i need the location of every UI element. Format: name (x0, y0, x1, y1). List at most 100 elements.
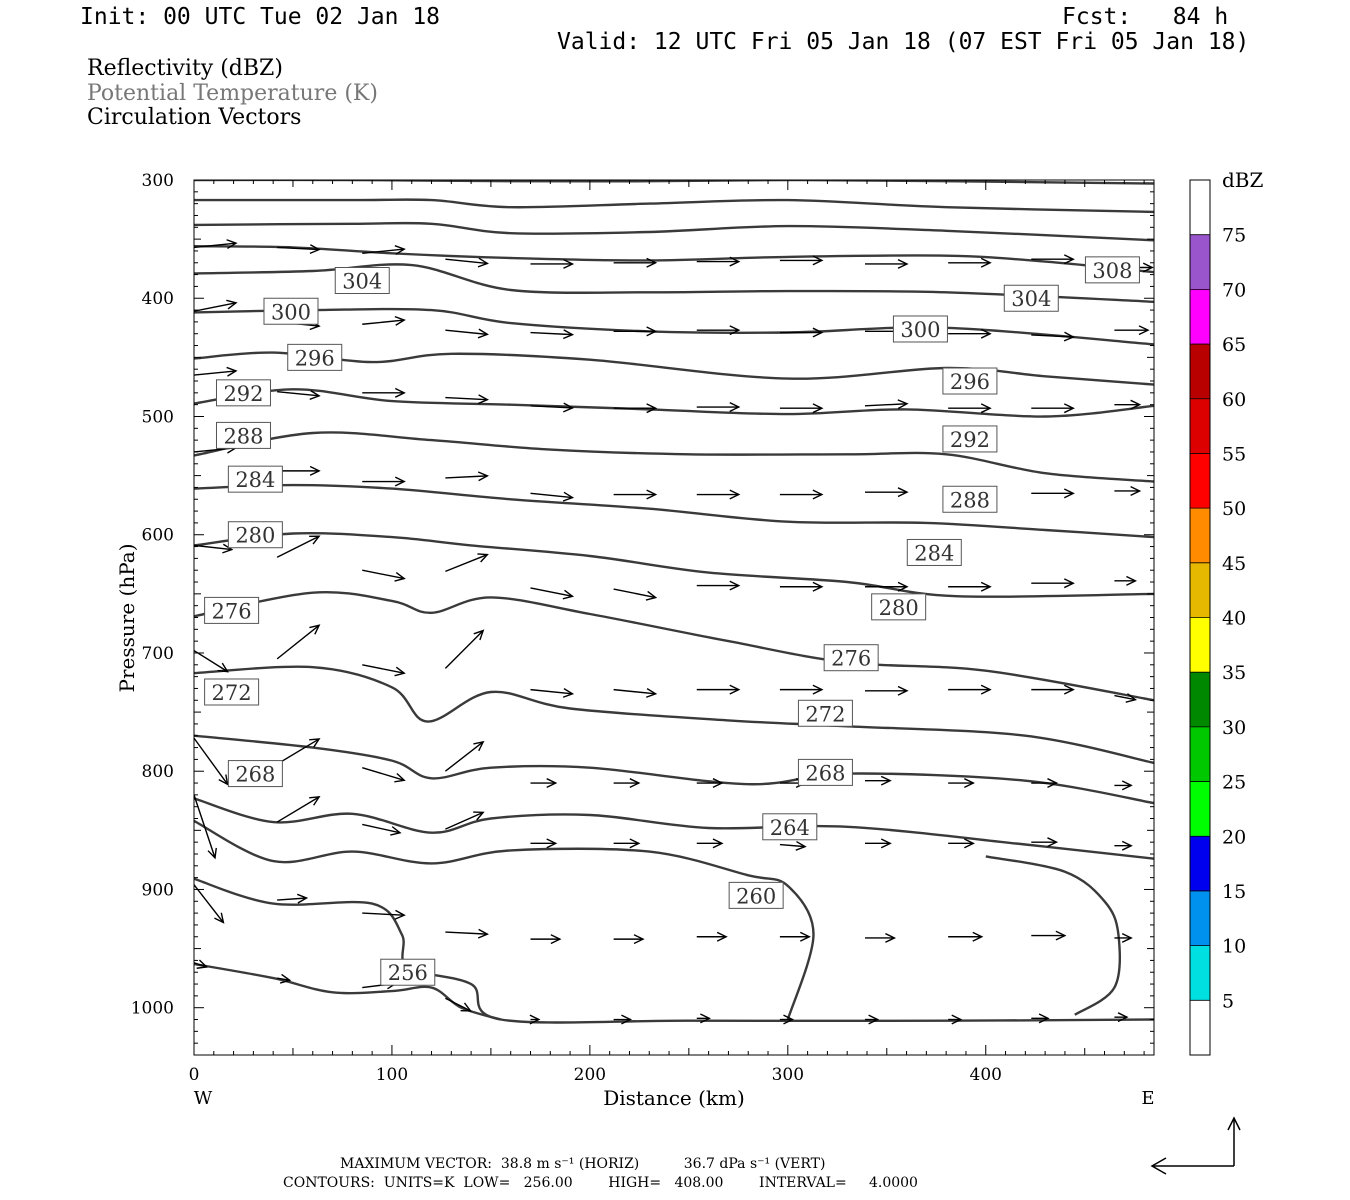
circulation-vector (362, 245, 406, 255)
circulation-vector (445, 811, 485, 830)
circulation-vector (1114, 693, 1137, 703)
circulation-vector (362, 476, 406, 487)
circulation-vector (696, 325, 741, 336)
theta-contour-line (194, 431, 1154, 483)
circulation-vector (445, 997, 473, 1012)
colorbar-label: 20 (1222, 826, 1246, 848)
colorbar-band (1190, 945, 1210, 1001)
colorbar-band (1190, 781, 1210, 837)
circulation-vector (696, 778, 724, 789)
circulation-vector (948, 931, 984, 942)
circulation-vector (696, 684, 741, 695)
legend-circulation-vectors: Circulation Vectors (87, 105, 302, 130)
circulation-vector (530, 778, 558, 789)
circulation-vector (194, 650, 229, 673)
contour-labels: 308 304 304 300 300 296 296 292 292 288 288 284 284 2… (204, 256, 1140, 986)
circulation-vector (865, 258, 909, 269)
circulation-vector (948, 778, 975, 789)
y-tick-label: 500 (142, 407, 174, 427)
forecast-hour: Fcst: 84 h (1062, 4, 1229, 30)
circulation-vector (445, 257, 489, 268)
contour-label: 308 (1084, 256, 1140, 284)
circulation-vector (530, 258, 575, 269)
colorbar-band (1190, 726, 1210, 782)
circulation-vector (276, 796, 321, 823)
contour-label: 268 (797, 758, 853, 786)
circulation-vector (529, 1014, 541, 1025)
colorbar-band (1190, 180, 1210, 235)
circulation-vector (948, 403, 992, 414)
circulation-vector (277, 893, 309, 904)
colorbar-band (1190, 453, 1210, 509)
circulation-vector (948, 684, 992, 695)
circulation-vector (613, 403, 658, 414)
contour-label: 256 (380, 958, 436, 986)
contour-label: 288 (215, 421, 271, 449)
svg-text:304: 304 (342, 270, 382, 294)
circulation-vector (613, 588, 658, 601)
circulation-vector (1031, 837, 1059, 848)
contour-label: 272 (204, 678, 260, 706)
circulation-vector (362, 315, 406, 326)
theta-contour-line (194, 245, 1154, 274)
circulation-vector (362, 569, 406, 582)
colorbar-label: 70 (1222, 279, 1246, 301)
svg-text:308: 308 (1092, 259, 1132, 283)
contour-label: 300 (892, 315, 948, 343)
circulation-vector (194, 239, 238, 250)
circulation-vector (530, 402, 575, 413)
colorbar-label: 5 (1222, 990, 1234, 1012)
x-end-label-east: E (1141, 1088, 1154, 1109)
contour-label: 288 (942, 485, 998, 513)
svg-text:300: 300 (271, 300, 311, 324)
y-tick-label: 300 (142, 171, 174, 191)
y-tick-label: 700 (142, 644, 174, 664)
circulation-vector (445, 928, 489, 939)
colorbar-band (1190, 672, 1210, 727)
theta-contour-line (194, 483, 1154, 539)
colorbar-band (1190, 344, 1210, 399)
svg-text:276: 276 (212, 599, 252, 623)
colorbar-label: 25 (1222, 772, 1246, 794)
circulation-vector (696, 256, 741, 267)
colorbar-label: 50 (1222, 498, 1246, 520)
circulation-vector (362, 823, 402, 836)
colorbar-label: 40 (1222, 608, 1246, 630)
contour-label: 296 (287, 343, 343, 371)
svg-text:268: 268 (235, 763, 275, 787)
colorbar-band (1190, 289, 1210, 345)
circulation-vector (194, 884, 225, 924)
colorbar-label: 75 (1222, 225, 1246, 247)
colorbar-label: 55 (1222, 443, 1246, 465)
circulation-vector (613, 489, 658, 500)
svg-text:284: 284 (235, 468, 275, 492)
circulation-vector (865, 775, 892, 786)
circulation-vector (530, 934, 562, 945)
y-tick-label: 400 (142, 289, 174, 309)
theta-contour-line (194, 388, 1154, 418)
svg-text:292: 292 (950, 428, 990, 452)
contour-label: 260 (728, 881, 784, 909)
theta-contour-line (194, 198, 1154, 214)
svg-text:272: 272 (805, 702, 845, 726)
circulation-vector (530, 688, 575, 698)
circulation-vector (613, 1014, 633, 1025)
circulation-vector (865, 487, 909, 498)
y-axis-label: Pressure (hPa) (115, 544, 139, 693)
circulation-vector (445, 394, 489, 405)
circulation-vector (277, 973, 292, 984)
circulation-vector (444, 740, 485, 772)
circulation-vector (530, 491, 575, 502)
circulation-vector (696, 402, 741, 413)
x-tick-label: 300 (772, 1065, 804, 1085)
circulation-vector (1114, 1012, 1129, 1023)
circulation-vector (948, 838, 975, 849)
svg-text:280: 280 (235, 524, 275, 548)
circulation-vector (779, 931, 811, 942)
colorbar-band (1190, 836, 1210, 891)
circulation-vector (1031, 403, 1075, 414)
colorbar-band (1190, 1000, 1210, 1055)
circulation-vector (530, 838, 558, 849)
axis-ticks (193, 179, 1154, 1056)
